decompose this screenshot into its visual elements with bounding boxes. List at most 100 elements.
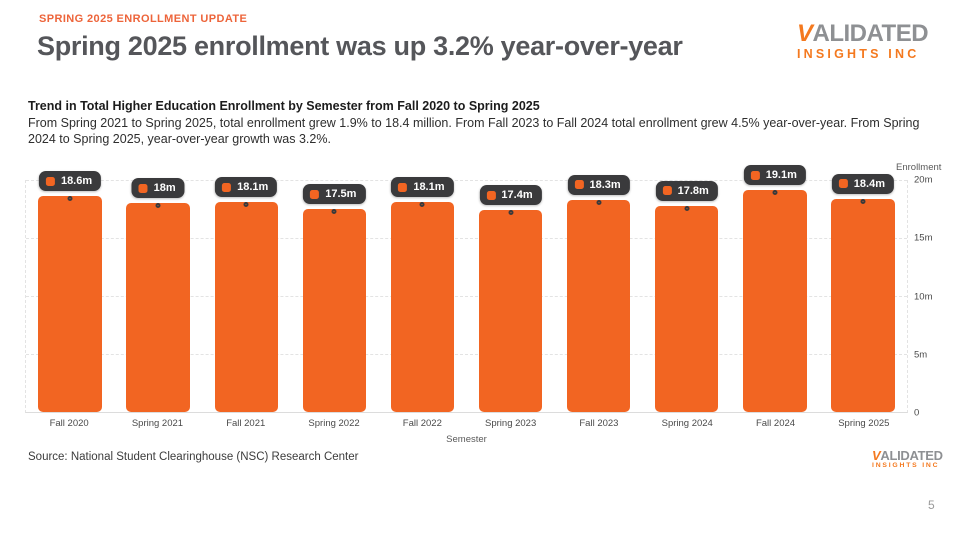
bar — [126, 203, 190, 412]
value-badge: 17.4m — [479, 185, 542, 206]
badge-bullet-icon — [838, 179, 848, 189]
x-tick-label: Fall 2020 — [49, 418, 89, 429]
value-badge: 18m — [131, 178, 185, 199]
badge-connector-dot — [67, 196, 73, 202]
chart-title: Trend in Total Higher Education Enrollme… — [28, 99, 540, 113]
y-tick-label: 10m — [914, 291, 933, 302]
badge-value-label: 18.6m — [60, 175, 93, 188]
bar-column: 17.4m — [466, 180, 554, 412]
x-tick-label: Fall 2024 — [755, 418, 796, 429]
badge-bullet-icon — [222, 182, 232, 192]
logo-wordmark-rest: ALIDATED — [880, 448, 943, 463]
badge-connector-dot — [243, 202, 249, 208]
badge-connector-dot — [331, 209, 337, 214]
x-tick-label: Fall 2021 — [226, 418, 266, 429]
logo-v-icon: V — [872, 448, 881, 463]
bar-column: 18.3m — [555, 174, 643, 412]
slide-title: Spring 2025 enrollment was up 3.2% year-… — [37, 31, 683, 61]
x-tick-label: Fall 2023 — [579, 418, 619, 429]
bar — [38, 196, 102, 412]
x-axis-title: Semester — [446, 434, 487, 445]
y-axis-title: Enrollment — [896, 162, 942, 173]
slide-kicker: SPRING 2025 ENROLLMENT UPDATE — [39, 13, 248, 25]
value-badge: 18.3m — [567, 174, 630, 195]
value-badge: 17.5m — [303, 184, 366, 204]
badge-value-label: 18.3m — [589, 178, 621, 191]
x-tick-label: Fall 2022 — [402, 418, 442, 429]
bar — [390, 202, 455, 412]
value-badge: 18.6m — [38, 171, 102, 192]
logo-wordmark-rest: ALIDATED — [812, 20, 929, 47]
badge-value-label: 17.8m — [677, 184, 709, 197]
validated-insights-logo: VALIDATED INSIGHTS INC — [797, 20, 929, 61]
plot-area: 18.6m 18m 18.1m 17.5m 18.1m 17.4m 18.3m 17.8m 19… — [25, 165, 908, 413]
bar-column: 17.8m — [643, 180, 731, 412]
value-badge: 19.1m — [743, 165, 806, 186]
x-axis-labels: Fall 2020 Spring 2021 Fall 2021 Spring 2022… — [25, 418, 908, 429]
y-tick-label: 0 — [914, 407, 920, 419]
bar — [214, 202, 278, 412]
logo-wordmark: VALIDATED — [872, 449, 943, 462]
x-tick-label: Spring 2024 — [661, 418, 713, 429]
badge-connector-dot — [860, 198, 866, 204]
bar — [478, 210, 543, 412]
badge-value-label: 18m — [153, 182, 176, 195]
bar-column: 18.1m — [378, 177, 466, 412]
x-tick-label: Spring 2023 — [485, 418, 537, 429]
chart-subtitle: From Spring 2021 to Spring 2025, total e… — [28, 116, 920, 146]
bar — [654, 205, 719, 412]
gridline — [26, 354, 907, 355]
badge-connector-dot — [508, 210, 514, 216]
y-tick-label: 5m — [914, 349, 928, 361]
bar-column: 18.1m — [202, 177, 290, 412]
badge-connector-dot — [684, 205, 690, 211]
bar-column: 19.1m — [731, 165, 819, 412]
badge-bullet-icon — [310, 189, 320, 199]
value-badge: 18.4m — [831, 173, 894, 194]
badge-value-label: 17.4m — [501, 189, 533, 202]
badge-bullet-icon — [574, 180, 584, 190]
bar — [566, 199, 631, 412]
bar-column: 18m — [114, 178, 202, 412]
bar-column: 18.6m — [26, 171, 114, 412]
logo-subtext: INSIGHTS INC — [872, 462, 940, 469]
gridline — [26, 238, 907, 239]
badge-connector-dot — [419, 202, 425, 208]
badge-value-label: 18.4m — [853, 177, 885, 190]
badge-bullet-icon — [486, 190, 496, 200]
y-tick-label: 20m — [914, 174, 933, 186]
badge-connector-dot — [155, 203, 161, 209]
bar-column: 17.5m — [290, 180, 378, 412]
y-axis-ticks: 20m 15m 10m 5m 0 — [911, 175, 957, 419]
value-badge: 18.1m — [391, 177, 454, 198]
badge-bullet-icon — [750, 170, 760, 180]
gridline — [26, 296, 907, 297]
value-badge: 18.1m — [215, 177, 278, 198]
y-tick-label: 15m — [914, 232, 933, 244]
badge-bullet-icon — [45, 176, 55, 186]
source-note: Source: National Student Clearinghouse (… — [28, 451, 359, 463]
x-tick-label: Spring 2021 — [131, 418, 184, 429]
validated-insights-logo-small: VALIDATED INSIGHTS INC — [872, 449, 943, 470]
badge-bullet-icon — [138, 183, 148, 193]
bar — [302, 209, 367, 412]
logo-v-icon: V — [797, 20, 813, 47]
logo-wordmark: VALIDATED — [797, 20, 929, 47]
bar-column: 18.4m — [819, 173, 907, 412]
logo-subtext: INSIGHTS INC — [797, 47, 920, 61]
badge-value-label: 18.1m — [413, 181, 445, 194]
x-tick-label: Spring 2025 — [838, 418, 890, 429]
x-tick-label: Spring 2022 — [308, 418, 360, 429]
badge-bullet-icon — [662, 186, 672, 196]
badge-value-label: 19.1m — [765, 169, 797, 182]
gridline — [26, 180, 907, 181]
badge-bullet-icon — [398, 182, 408, 192]
badge-connector-dot — [596, 199, 602, 205]
badge-connector-dot — [772, 190, 778, 196]
bar — [831, 198, 895, 412]
badge-value-label: 17.5m — [325, 188, 357, 200]
bar — [743, 190, 807, 412]
page-number: 5 — [928, 498, 935, 512]
badge-value-label: 18.1m — [237, 181, 269, 194]
